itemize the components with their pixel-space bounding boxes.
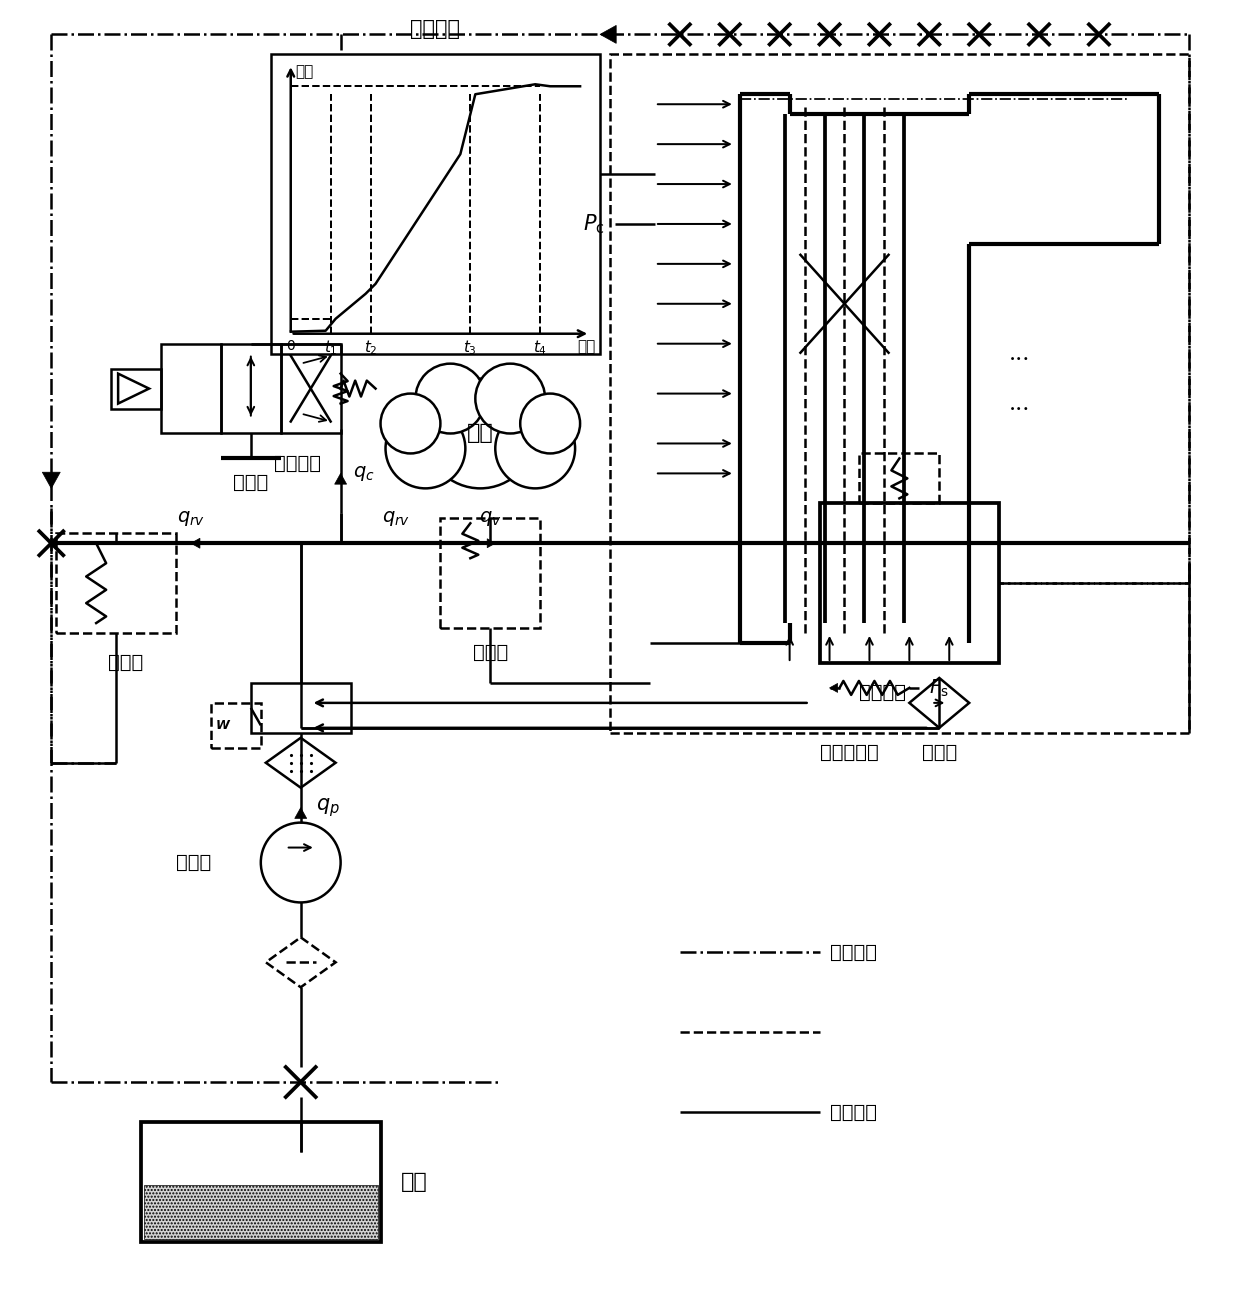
Bar	[610, 55, 1189, 732]
Text: 液压泵: 液压泵	[176, 853, 211, 872]
Polygon shape	[909, 678, 970, 728]
Text: 压力: 压力	[295, 64, 314, 79]
Polygon shape	[265, 937, 336, 988]
Bar	[280, 344, 341, 434]
Bar	[112, 369, 161, 409]
Polygon shape	[830, 684, 837, 692]
Text: $q_{rv}$: $q_{rv}$	[382, 509, 410, 528]
Text: $q_v$: $q_v$	[479, 509, 502, 528]
Bar	[440, 519, 541, 628]
Text: $t_3$: $t_3$	[464, 339, 477, 357]
Circle shape	[495, 409, 575, 489]
Text: 时间: 时间	[577, 339, 595, 353]
Bar	[820, 503, 999, 663]
Bar	[141, 1122, 381, 1242]
Text: 低温管路: 低温管路	[830, 1102, 877, 1122]
Polygon shape	[42, 472, 61, 489]
Text: $q_c$: $q_c$	[352, 464, 374, 483]
Text: 0: 0	[286, 339, 295, 353]
Text: 湿式离合器: 湿式离合器	[820, 743, 879, 762]
Text: 散热器: 散热器	[921, 743, 957, 762]
Circle shape	[260, 822, 341, 903]
Text: ...: ...	[1008, 343, 1029, 365]
Circle shape	[415, 364, 485, 434]
Bar	[270, 55, 600, 353]
Text: $q_{rv}$: $q_{rv}$	[177, 509, 205, 528]
Text: 油筱: 油筱	[401, 1171, 428, 1192]
Polygon shape	[335, 473, 347, 485]
Text: 润滑油路: 润滑油路	[859, 683, 906, 702]
Text: 减压鄀: 减压鄀	[472, 642, 508, 662]
Text: $t_1$: $t_1$	[324, 339, 337, 357]
Bar	[144, 1184, 377, 1239]
Circle shape	[475, 364, 546, 434]
Text: 换向阀: 换向阀	[233, 473, 268, 493]
Bar	[221, 344, 280, 434]
Text: ...: ...	[1008, 392, 1029, 414]
Text: 高温管路: 高温管路	[830, 943, 877, 962]
Text: 溢流鄀: 溢流鄀	[108, 653, 144, 672]
Text: $t_2$: $t_2$	[363, 339, 377, 357]
Text: 空冷: 空冷	[467, 423, 494, 443]
Bar	[859, 453, 939, 503]
Bar	[250, 683, 351, 732]
Text: $t_4$: $t_4$	[533, 339, 547, 357]
Polygon shape	[265, 737, 336, 788]
Circle shape	[425, 379, 536, 489]
Bar	[161, 344, 221, 434]
Polygon shape	[487, 538, 495, 547]
Polygon shape	[295, 808, 306, 818]
Text: $F_{\rm s}$: $F_{\rm s}$	[929, 678, 949, 698]
Text: $q_p$: $q_p$	[316, 796, 340, 820]
Bar	[211, 702, 260, 748]
Text: W: W	[216, 719, 229, 732]
Circle shape	[386, 409, 465, 489]
Text: 压力特性: 压力特性	[410, 20, 460, 39]
Text: 控制油路: 控制油路	[274, 453, 321, 473]
Bar	[56, 533, 176, 633]
Polygon shape	[191, 538, 200, 549]
Polygon shape	[600, 25, 616, 43]
Circle shape	[521, 394, 580, 453]
Circle shape	[381, 394, 440, 453]
Text: $P_{\rm c}$: $P_{\rm c}$	[583, 212, 605, 236]
